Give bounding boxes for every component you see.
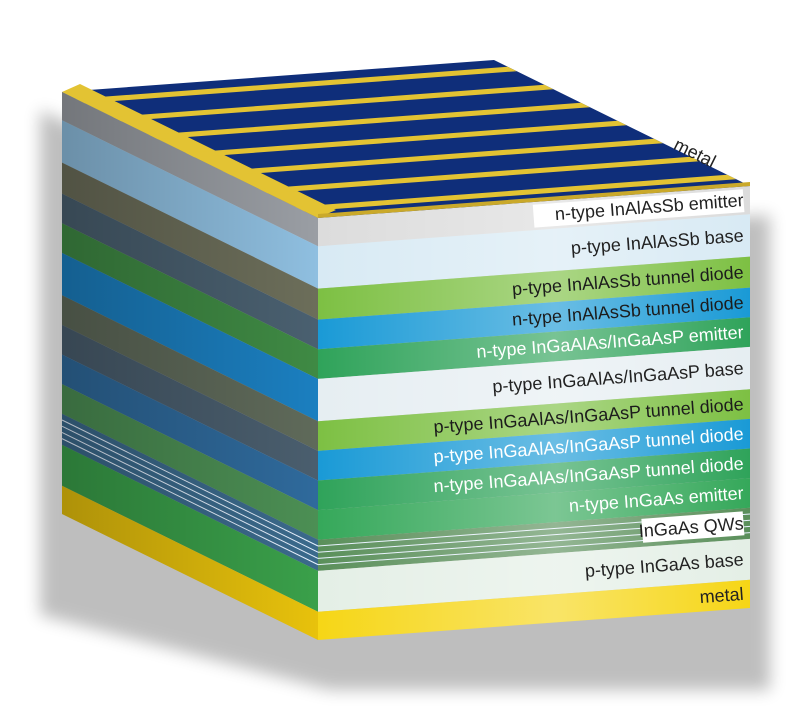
- side-shading: [62, 92, 318, 640]
- layer-label-background: [532, 189, 745, 228]
- metal-finger: [75, 66, 517, 104]
- metal-finger: [258, 156, 700, 194]
- top-face-metal-grid: [62, 60, 750, 218]
- layer-label-background: [641, 511, 745, 543]
- left-side-face: [61, 92, 319, 640]
- metal-finger: [295, 174, 737, 212]
- metal-finger: [222, 138, 664, 176]
- layer-label: metal: [699, 584, 744, 607]
- metal-finger: [185, 120, 627, 158]
- top-front-edge: [318, 182, 750, 218]
- metal-finger: [148, 102, 590, 140]
- metal-finger: [112, 84, 554, 122]
